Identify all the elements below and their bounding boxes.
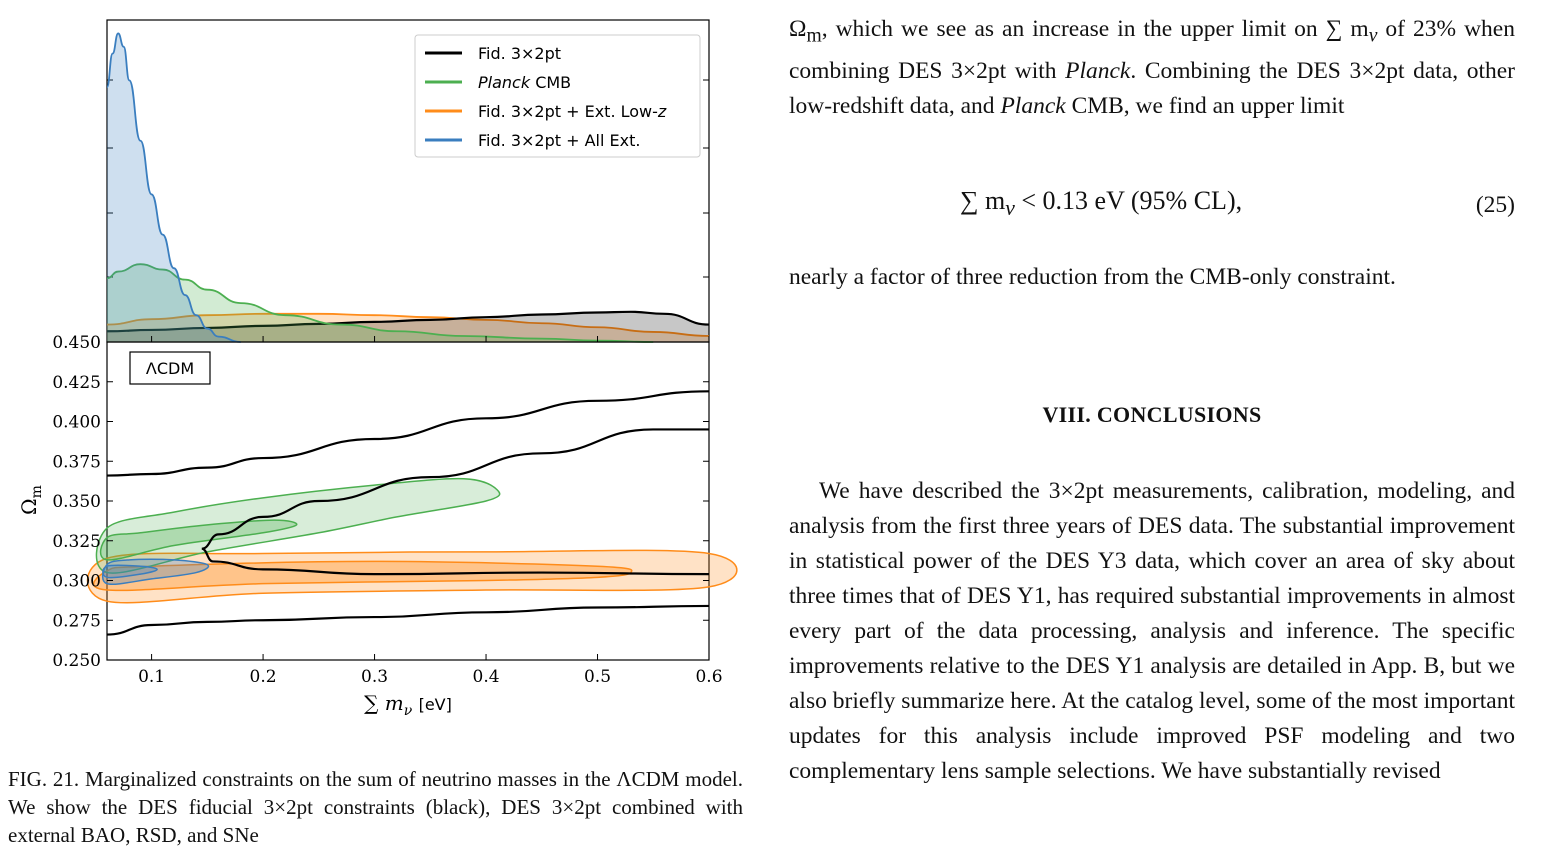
legend-label-0: Fid. 3×2pt xyxy=(478,44,561,63)
legend-label-2: Fid. 3×2pt + Ext. Low-z xyxy=(478,102,667,121)
neutrino-mass-figure: 0.250 0.275 0.300 0.325 0.350 0.375 0.400 0.425… xyxy=(17,19,738,719)
xtick-label-1: 0.2 xyxy=(250,667,277,687)
eq-nu: ν xyxy=(1005,196,1015,221)
legend-label-3: Fid. 3×2pt + All Ext. xyxy=(478,131,640,150)
paragraph-3: We have described the 3×2pt measurements… xyxy=(789,478,1515,784)
xtick-label-2: 0.3 xyxy=(361,667,388,687)
paragraph-2: nearly a factor of three reduction from … xyxy=(789,264,1396,290)
eq-rest: < 0.13 eV (95% CL), xyxy=(1014,186,1243,215)
top-curve-1 xyxy=(106,263,654,343)
p1-text-e: CMB, we find an upper limit xyxy=(1065,92,1345,119)
lcdm-annotation: ΛCDM xyxy=(146,359,194,378)
ytick-label-5: 0.375 xyxy=(52,452,101,472)
xtick-label-0: 0.1 xyxy=(138,667,165,687)
nu-sub: ν xyxy=(1368,25,1378,47)
green-inner-contour xyxy=(99,519,298,561)
omega-symbol: Ω xyxy=(789,16,807,42)
y-axis-label: Ωm xyxy=(17,485,45,515)
p1-text-c: of 23% when combining DES 3×2pt with xyxy=(789,16,1515,84)
equation-25: ∑ mν < 0.13 eV (95% CL), xyxy=(960,186,1242,221)
xtick-label-3: 0.4 xyxy=(473,667,500,687)
ytick-label-6: 0.400 xyxy=(52,413,101,433)
section-heading: VIII. CONCLUSIONS xyxy=(1042,402,1262,427)
ytick-label-7: 0.425 xyxy=(52,373,101,393)
x-axis-label: ∑ mν [eV] xyxy=(364,691,452,719)
ytick-label-1: 0.275 xyxy=(52,611,101,631)
ytick-label-2: 0.300 xyxy=(52,572,101,592)
black-outer-lower xyxy=(106,604,710,636)
legend: Fid. 3×2pt Planck CMB Fid. 3×2pt + Ext. Lo… xyxy=(414,34,701,158)
p1-text-b: , which we see as an increase in the upp… xyxy=(821,16,1369,42)
eq-sum: ∑ m xyxy=(960,186,1006,215)
equation-number: (25) xyxy=(1475,192,1515,218)
black-outer-upper xyxy=(106,390,710,477)
xtick-label-5: 0.6 xyxy=(695,667,722,687)
planck-italic-2: Planck xyxy=(1000,92,1066,119)
top-fill-2 xyxy=(107,313,709,342)
black-inner-contour xyxy=(201,428,710,576)
lcdm-label-box xyxy=(129,351,211,385)
ytick-label-3: 0.325 xyxy=(52,532,101,552)
ytick-label-4: 0.350 xyxy=(52,492,101,512)
ytick-label-0: 0.250 xyxy=(52,651,101,671)
figure-caption: FIG. 21. Marginalized constraints on the… xyxy=(8,767,743,847)
blue-inner-contour xyxy=(102,564,158,579)
top-curve-2 xyxy=(106,312,710,337)
paragraph-1: Ωm, which we see as an increase in the u… xyxy=(789,12,1515,124)
top-fill-1 xyxy=(107,264,654,342)
top-fill-3 xyxy=(107,33,241,343)
legend-label-1: Planck CMB xyxy=(478,73,571,92)
ytick-label-8: 0.450 xyxy=(52,333,101,353)
green-outer-contour xyxy=(95,477,501,574)
p1-text-d: . Combining the DES 3×2pt data, other lo… xyxy=(789,57,1515,119)
figure-21: 0.250 0.275 0.300 0.325 0.350 0.375 0.400 0.425… xyxy=(0,0,760,740)
xtick-label-4: 0.5 xyxy=(584,667,611,687)
omega-sub: m xyxy=(806,25,822,47)
top-fill-0 xyxy=(107,311,709,342)
planck-italic: Planck xyxy=(1065,57,1131,84)
top-curve-3 xyxy=(106,32,241,343)
